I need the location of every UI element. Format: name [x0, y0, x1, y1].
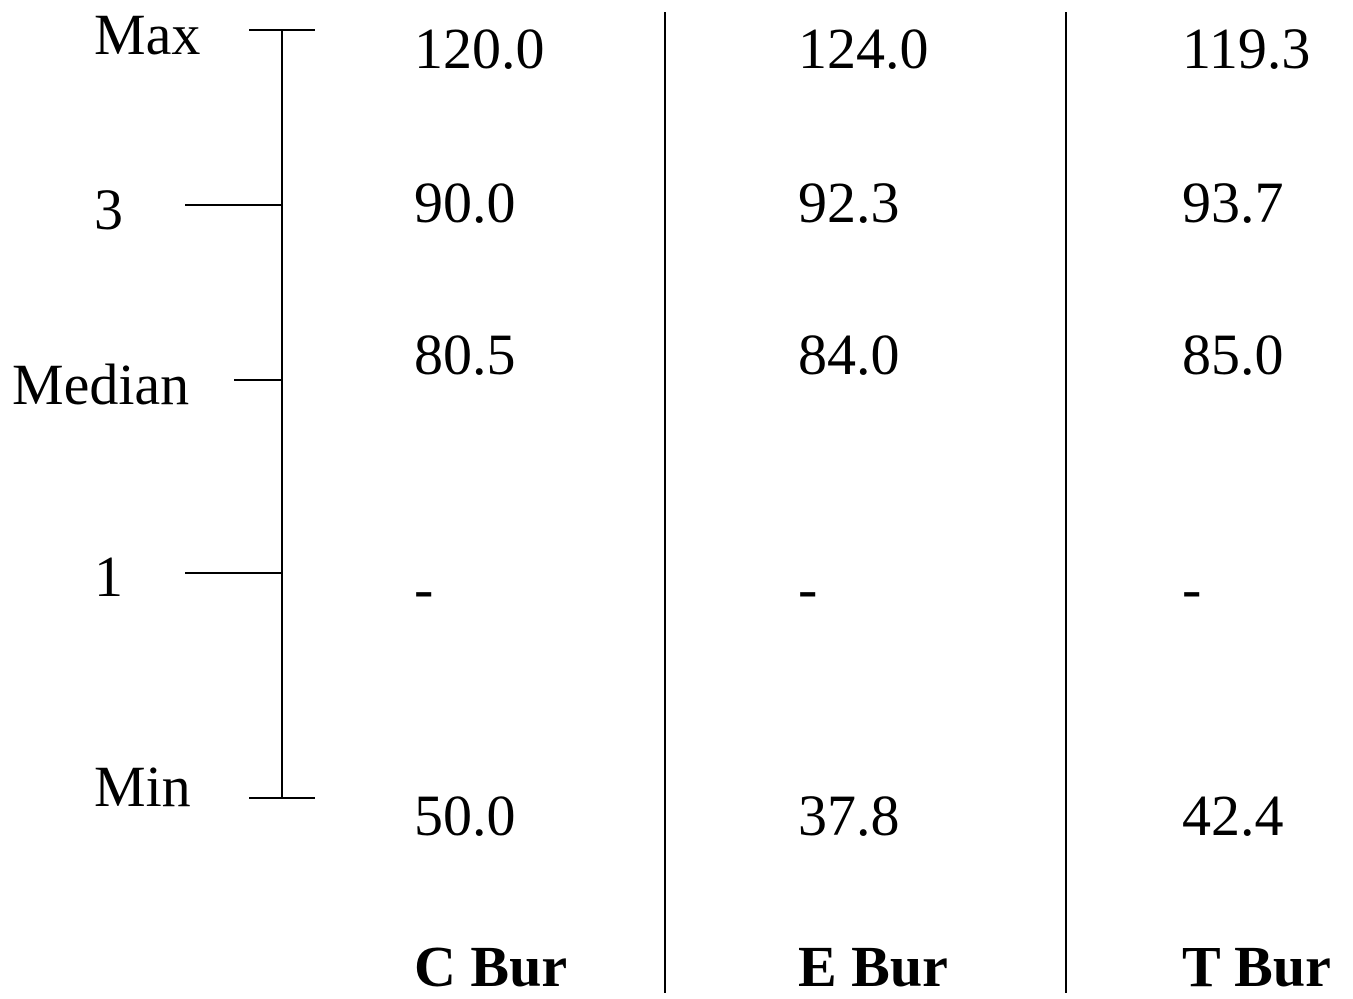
- scale-tick-min: [249, 797, 315, 799]
- c-bur-max-value: 120.0: [414, 20, 545, 78]
- t-bur-q3-value: 93.7: [1182, 174, 1284, 232]
- t-bur-column-header: T Bur: [1182, 938, 1331, 996]
- e-bur-min-value: 37.8: [798, 787, 900, 845]
- e-bur-median-value: 84.0: [798, 326, 900, 384]
- scale-label-max: Max: [94, 6, 200, 64]
- t-bur-max-value: 119.3: [1182, 20, 1310, 78]
- t-bur-min-value: 42.4: [1182, 787, 1284, 845]
- scale-label-q3: 3: [94, 181, 123, 239]
- c-bur-q3-value: 90.0: [414, 174, 516, 232]
- scale-label-median: Median: [12, 356, 189, 414]
- c-bur-min-value: 50.0: [414, 787, 516, 845]
- c-bur-q1-value: -: [414, 560, 433, 618]
- scale-label-q1: 1: [94, 548, 123, 606]
- column-divider-2: [1065, 12, 1067, 993]
- scale-tick-max: [249, 29, 315, 31]
- e-bur-q3-value: 92.3: [798, 174, 900, 232]
- e-bur-q1-value: -: [798, 560, 817, 618]
- t-bur-median-value: 85.0: [1182, 326, 1284, 384]
- scale-label-min: Min: [94, 758, 191, 816]
- scale-tick-q3: [185, 204, 283, 206]
- e-bur-column-header: E Bur: [798, 938, 948, 996]
- c-bur-median-value: 80.5: [414, 326, 516, 384]
- t-bur-q1-value: -: [1182, 560, 1201, 618]
- e-bur-max-value: 124.0: [798, 20, 929, 78]
- scale-tick-median: [234, 379, 283, 381]
- scale-tick-q1: [185, 572, 283, 574]
- column-divider-1: [664, 12, 666, 993]
- scale-axis: [281, 29, 283, 799]
- c-bur-column-header: C Bur: [414, 938, 567, 996]
